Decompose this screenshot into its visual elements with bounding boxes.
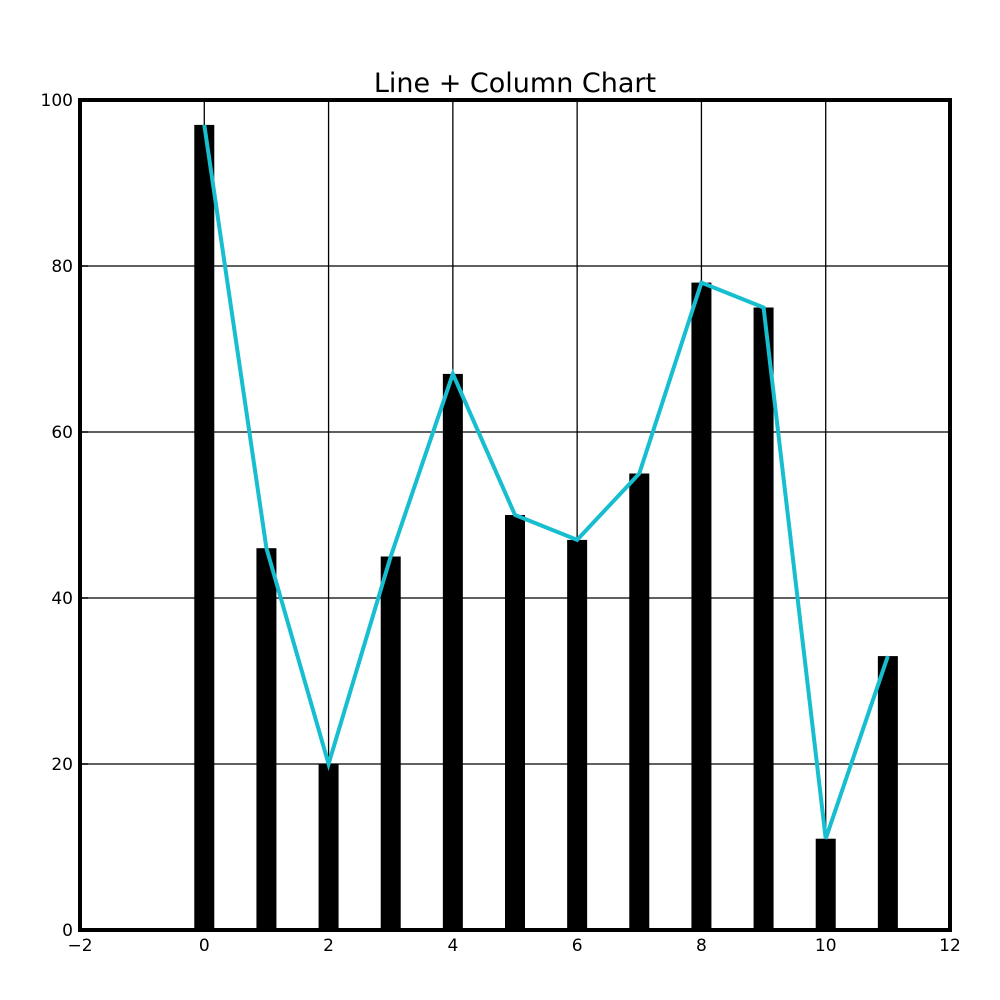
chart-title: Line + Column Chart	[374, 68, 656, 99]
bar-5	[505, 515, 525, 930]
x-tick-label: 4	[447, 936, 458, 956]
x-tick-label: −2	[67, 936, 92, 956]
bar-0	[194, 124, 215, 930]
bar-11	[877, 656, 898, 930]
y-tick-label: 80	[51, 257, 73, 277]
bar-4	[442, 373, 463, 930]
y-tick-label: 60	[51, 423, 73, 443]
bar-9	[753, 307, 774, 930]
bar-series	[194, 124, 898, 931]
plot-frame	[78, 98, 952, 932]
x-tick-label: 12	[939, 936, 961, 956]
x-tick-label: 2	[323, 936, 334, 956]
y-tick-label: 0	[62, 921, 73, 941]
bar-3	[380, 556, 401, 930]
line-series	[202, 124, 890, 840]
x-tick-label: 10	[815, 936, 837, 956]
bar-6	[567, 539, 588, 930]
x-axis-tick-labels: −2 0 2 4 6 8 10 12	[67, 936, 960, 956]
y-tick-label: 100	[41, 91, 73, 111]
x-tick-label: 0	[199, 936, 210, 956]
bar-2	[318, 764, 339, 930]
bar-7	[629, 473, 650, 930]
bar-1	[256, 548, 277, 930]
bar-8	[691, 282, 712, 931]
y-axis-tick-labels: 0 20 40 60 80 100	[41, 91, 73, 941]
y-tick-label: 20	[51, 755, 73, 775]
x-tick-label: 8	[696, 936, 707, 956]
axis-ticks	[79, 99, 951, 931]
bar-10	[815, 838, 836, 930]
y-tick-label: 40	[51, 589, 73, 609]
line-path	[202, 124, 890, 840]
x-tick-label: 6	[572, 936, 583, 956]
